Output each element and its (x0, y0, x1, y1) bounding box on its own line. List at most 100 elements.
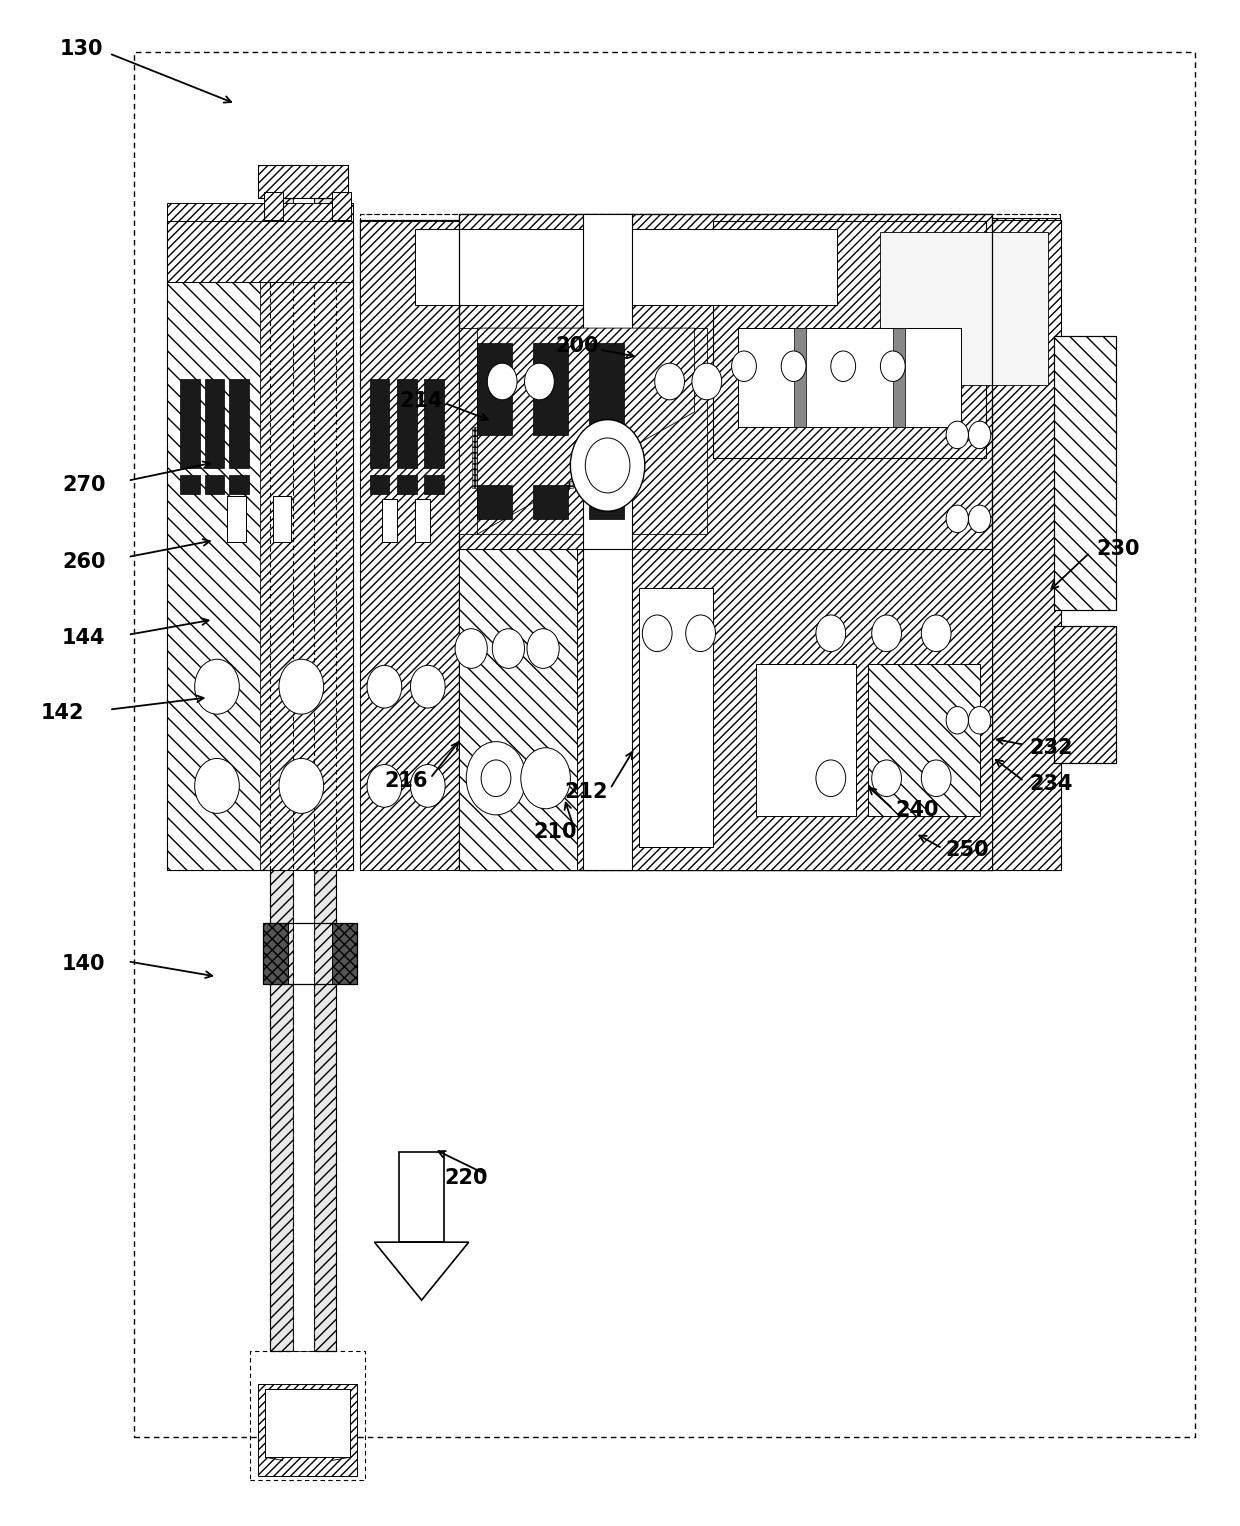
Bar (293, 198, 314, 1351)
Circle shape (946, 707, 968, 734)
Bar (258, 165, 348, 198)
Bar (880, 232, 1048, 385)
Bar (273, 496, 291, 542)
Text: 250: 250 (945, 839, 988, 861)
Text: 260: 260 (62, 551, 105, 572)
Bar (713, 580, 986, 870)
Bar (868, 664, 980, 816)
Circle shape (527, 629, 559, 668)
Bar (533, 485, 568, 519)
Bar (583, 214, 632, 870)
Text: 200: 200 (556, 336, 599, 357)
Bar (756, 664, 856, 816)
Bar (229, 380, 249, 467)
Bar (713, 221, 986, 458)
Bar (167, 221, 353, 870)
Bar (459, 328, 707, 534)
Bar (1054, 626, 1116, 763)
Text: 144: 144 (62, 627, 105, 649)
Bar (167, 203, 353, 221)
Bar (227, 496, 246, 542)
Bar (263, 923, 357, 984)
Bar (589, 343, 624, 435)
Circle shape (968, 707, 991, 734)
Bar (528, 427, 573, 488)
Text: 234: 234 (1029, 774, 1073, 795)
Circle shape (570, 420, 645, 511)
Bar (360, 221, 459, 870)
Text: 240: 240 (895, 800, 939, 821)
Bar (263, 923, 288, 984)
Circle shape (968, 421, 991, 449)
Bar (205, 476, 224, 494)
Text: 270: 270 (62, 475, 105, 496)
Text: 216: 216 (384, 771, 428, 792)
Bar (167, 221, 353, 282)
Bar (397, 380, 417, 467)
Bar (370, 380, 389, 467)
Circle shape (921, 615, 951, 652)
Text: 230: 230 (1096, 539, 1140, 560)
Bar (589, 485, 624, 519)
Bar (459, 214, 992, 870)
Circle shape (410, 765, 445, 807)
Bar (639, 588, 713, 847)
Bar (314, 198, 336, 1351)
Bar (370, 476, 389, 494)
Text: 130: 130 (60, 38, 103, 60)
Circle shape (279, 758, 324, 813)
Bar (415, 229, 837, 305)
Bar (415, 499, 430, 542)
Bar (1054, 626, 1116, 763)
Bar (205, 380, 224, 467)
Bar (477, 343, 512, 435)
Text: 232: 232 (1029, 737, 1073, 758)
Circle shape (816, 760, 846, 797)
Bar (459, 549, 577, 870)
Bar (260, 221, 353, 870)
Circle shape (831, 351, 856, 382)
Text: 142: 142 (41, 702, 84, 723)
Bar (397, 476, 417, 494)
Circle shape (781, 351, 806, 382)
Bar (360, 220, 1060, 308)
Text: 212: 212 (564, 781, 608, 803)
Bar (1054, 336, 1116, 610)
Text: 210: 210 (533, 821, 577, 842)
Circle shape (946, 505, 968, 533)
Bar (477, 485, 512, 519)
Circle shape (816, 615, 846, 652)
Bar (533, 343, 568, 435)
Bar (424, 476, 444, 494)
Bar (893, 328, 905, 427)
Bar (990, 220, 1061, 870)
Bar (258, 1384, 357, 1476)
Bar (360, 214, 1060, 870)
Text: 220: 220 (444, 1167, 487, 1189)
Polygon shape (477, 328, 694, 534)
Bar (1054, 336, 1116, 610)
Bar (270, 198, 293, 1351)
Bar (360, 221, 459, 870)
Text: 214: 214 (399, 391, 443, 412)
Circle shape (872, 760, 901, 797)
Circle shape (367, 665, 402, 708)
Circle shape (732, 351, 756, 382)
Circle shape (642, 615, 672, 652)
Bar (270, 198, 293, 1351)
Bar (314, 198, 336, 1351)
Bar (180, 380, 200, 467)
Bar (134, 52, 1195, 1437)
Circle shape (525, 363, 554, 400)
Bar (868, 218, 1060, 394)
Bar (332, 923, 357, 984)
Bar (180, 476, 200, 494)
Circle shape (492, 629, 525, 668)
Circle shape (195, 659, 239, 714)
Bar (265, 1389, 350, 1457)
Circle shape (585, 438, 630, 493)
Bar (583, 214, 632, 870)
Bar (632, 549, 992, 870)
Circle shape (880, 351, 905, 382)
Circle shape (872, 615, 901, 652)
